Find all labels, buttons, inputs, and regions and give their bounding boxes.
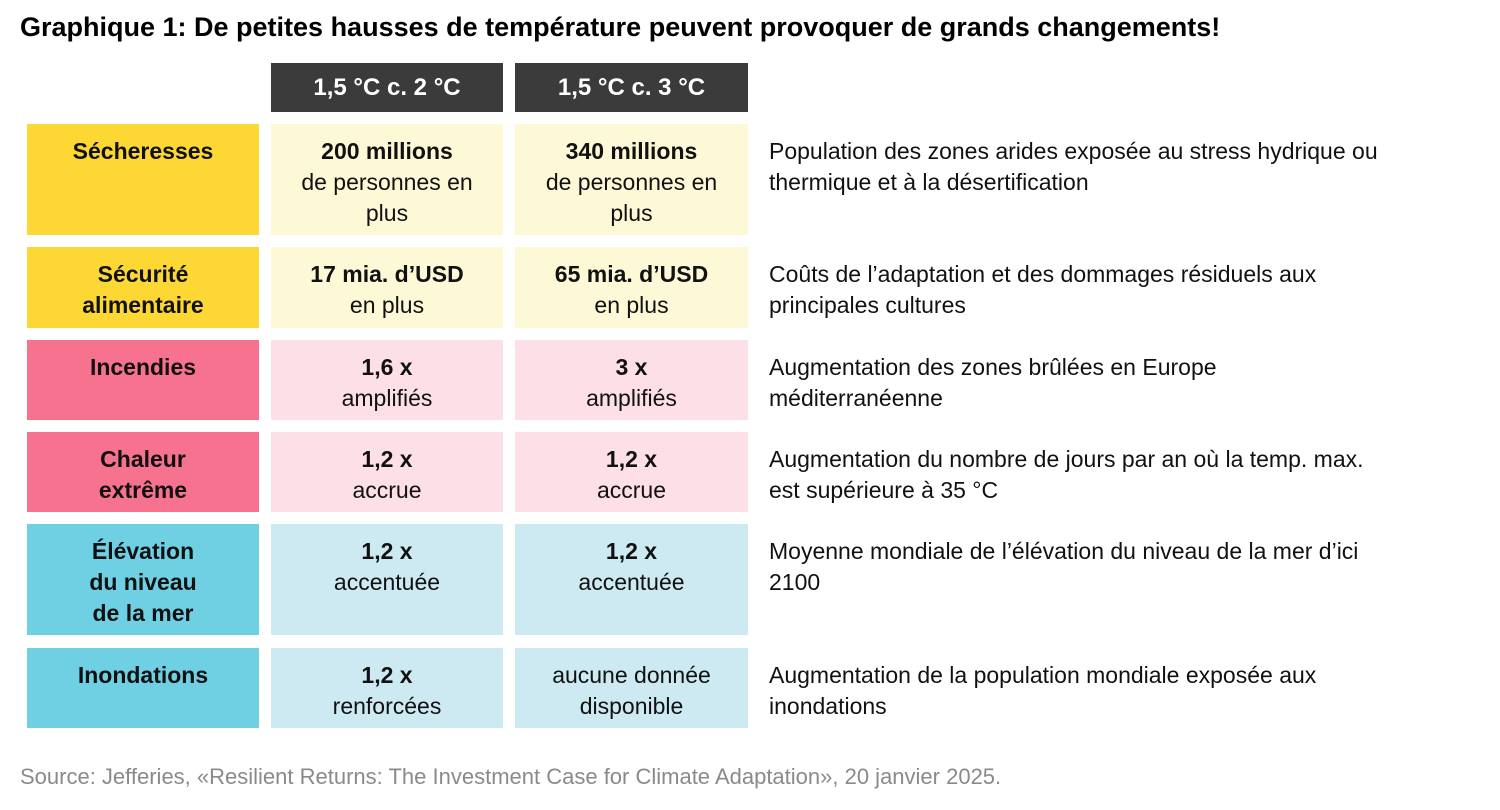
- chart-title: Graphique 1: De petites hausses de tempé…: [20, 12, 1221, 42]
- value-rest: accentuée: [578, 569, 685, 595]
- value-cell-incendies-2c: 1,6 x amplifiés: [271, 340, 503, 420]
- row-label-text: Incendies: [89, 354, 197, 380]
- row-description-inondations: Augmentation de la population mondiale e…: [769, 662, 1317, 719]
- value-cell-inondations-3c: aucune donnée disponible: [515, 648, 748, 728]
- value-rest: de personnes en plus: [545, 169, 718, 226]
- column-header-2c: 1,5 °C c. 2 °C: [271, 63, 503, 112]
- value-rest: de personnes en plus: [301, 169, 473, 226]
- value-cell-secheresses-2c: 200 millions de personnes en plus: [271, 124, 503, 235]
- row-description-elevation: Moyenne mondiale de l’élévation du nivea…: [769, 538, 1359, 595]
- value-rest: renforcées: [332, 693, 442, 719]
- value-strong: 65 mia. d’USD: [554, 261, 709, 287]
- value-strong: 1,2 x: [361, 662, 413, 688]
- value-strong: 1,2 x: [361, 446, 413, 472]
- value-cell-securite-2c: 17 mia. d’USD en plus: [271, 247, 503, 328]
- row-label-inondations: Inondations: [27, 648, 259, 728]
- value-rest: accrue: [352, 477, 422, 503]
- row-label-text: Élévation du niveau de la mer: [89, 538, 197, 626]
- row-label-text: Inondations: [77, 662, 209, 688]
- value-rest: en plus: [349, 292, 425, 318]
- value-rest: amplifiés: [341, 385, 433, 411]
- row-label-secheresses: Sécheresses: [27, 124, 259, 235]
- row-description-securite: Coûts de l’adaptation et des dommages ré…: [769, 261, 1317, 318]
- row-label-securite-alimentaire: Sécurité alimentaire: [27, 247, 259, 328]
- value-rest: accrue: [596, 477, 667, 503]
- column-header-3c: 1,5 °C c. 3 °C: [515, 63, 748, 112]
- value-cell-incendies-3c: 3 x amplifiés: [515, 340, 748, 420]
- row-label-text: Sécurité alimentaire: [82, 261, 204, 318]
- row-description-chaleur: Augmentation du nombre de jours par an o…: [769, 446, 1364, 503]
- row-label-elevation-mer: Élévation du niveau de la mer: [27, 524, 259, 635]
- value-strong: 200 millions: [321, 138, 453, 164]
- value-strong: 340 millions: [565, 138, 698, 164]
- value-cell-chaleur-2c: 1,2 x accrue: [271, 432, 503, 512]
- value-cell-securite-3c: 65 mia. d’USD en plus: [515, 247, 748, 328]
- value-rest: accentuée: [333, 569, 441, 595]
- row-label-chaleur-extreme: Chaleur extrême: [27, 432, 259, 512]
- row-label-text: Sécheresses: [72, 138, 214, 164]
- value-strong: 1,2 x: [605, 446, 658, 472]
- value-strong: 1,2 x: [361, 538, 413, 564]
- value-cell-secheresses-3c: 340 millions de personnes en plus: [515, 124, 748, 235]
- value-strong: 1,6 x: [361, 354, 413, 380]
- value-strong: 1,2 x: [605, 538, 658, 564]
- row-label-text: Chaleur extrême: [98, 446, 188, 503]
- value-cell-chaleur-3c: 1,2 x accrue: [515, 432, 748, 512]
- value-strong: 17 mia. d’USD: [310, 261, 464, 287]
- value-cell-elevation-3c: 1,2 x accentuée: [515, 524, 748, 635]
- source-note: Source: Jefferies, «Resilient Returns: T…: [20, 764, 1002, 789]
- value-rest: en plus: [594, 292, 669, 318]
- value-cell-elevation-2c: 1,2 x accentuée: [271, 524, 503, 635]
- row-label-incendies: Incendies: [27, 340, 259, 420]
- value-cell-inondations-2c: 1,2 x renforcées: [271, 648, 503, 728]
- row-description-secheresses: Population des zones arides exposée au s…: [769, 138, 1378, 195]
- row-description-incendies: Augmentation des zones brûlées en Europe…: [769, 354, 1217, 411]
- value-rest: aucune donnée disponible: [552, 662, 711, 719]
- value-strong: 3 x: [615, 354, 648, 380]
- value-rest: amplifiés: [586, 385, 677, 411]
